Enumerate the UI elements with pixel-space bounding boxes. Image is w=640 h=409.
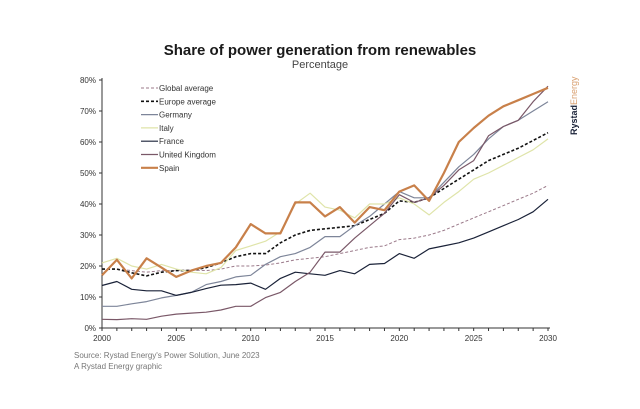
y-tick-label: 10%: [80, 293, 96, 302]
logo-part2: Energy: [569, 76, 579, 105]
legend-label: Germany: [159, 111, 192, 120]
y-tick-label: 30%: [80, 231, 96, 240]
x-tick-label: 2005: [167, 334, 185, 343]
x-tick-label: 2020: [390, 334, 408, 343]
chart-title: Share of power generation from renewable…: [163, 42, 477, 59]
x-tick-label: 2000: [93, 334, 111, 343]
legend-label: France: [159, 137, 184, 146]
series-line-italy: [101, 138, 549, 275]
y-tick-label: 20%: [80, 262, 96, 271]
x-tick-label: 2025: [465, 334, 483, 343]
legend-label: Europe average: [159, 97, 216, 106]
series-line-spain: [101, 86, 549, 280]
x-tick-label: 2010: [242, 334, 260, 343]
rystad-logo: RystadEnergy: [569, 76, 579, 135]
series-line-global-average: [102, 184, 549, 273]
series-line-france: [101, 198, 549, 296]
y-tick-label: 70%: [80, 107, 96, 116]
legend-label: United Kingdom: [159, 151, 216, 160]
series-line-europe-average: [102, 131, 549, 277]
legend-label: Italy: [159, 124, 174, 133]
credit-note: A Rystad Energy graphic: [74, 362, 163, 371]
logo-part1: Rystad: [569, 104, 579, 135]
y-tick-label: 80%: [80, 76, 96, 85]
y-tick-label: 50%: [80, 169, 96, 178]
y-tick-label: 0%: [84, 324, 96, 333]
y-tick-label: 40%: [80, 200, 96, 209]
chart-subtitle: Percentage: [291, 59, 349, 71]
legend-label: Global average: [159, 84, 214, 93]
series-line-united-kingdom: [101, 85, 549, 321]
source-note: Source: Rystad Energy's Power Solution, …: [74, 351, 260, 360]
x-tick-label: 2030: [539, 334, 557, 343]
x-tick-label: 2015: [316, 334, 334, 343]
legend-label: Spain: [159, 164, 179, 173]
y-tick-label: 60%: [80, 138, 96, 147]
